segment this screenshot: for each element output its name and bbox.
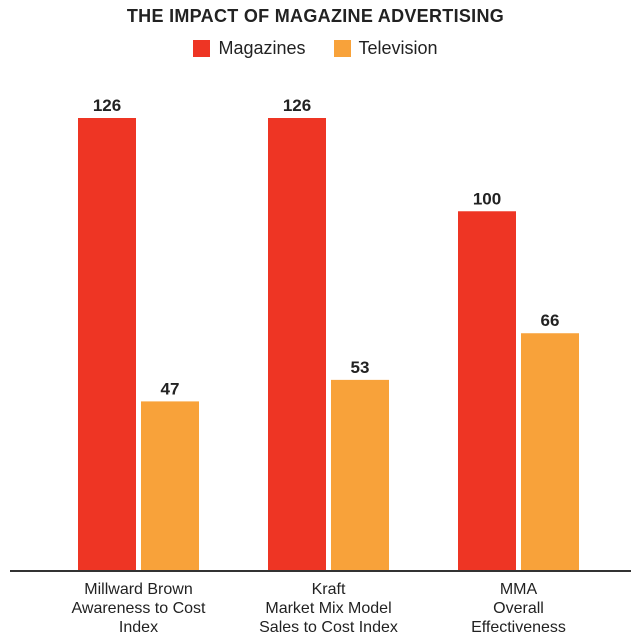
- data-label-television-millward-brown: 47: [161, 379, 180, 398]
- bar-magazines-mma: [458, 211, 516, 570]
- bar-television-mma: [521, 333, 579, 570]
- x-tick-label-millward-brown-line-1: Millward Brown: [84, 581, 192, 598]
- bar-television-millward-brown: [141, 401, 199, 570]
- data-label-television-kraft: 53: [351, 358, 370, 377]
- data-label-magazines-mma: 100: [473, 189, 501, 208]
- x-tick-label-mma-line-1: MMA: [500, 581, 538, 598]
- bar-magazines-millward-brown: [78, 118, 136, 570]
- x-tick-label-millward-brown-line-3: Index: [119, 619, 158, 636]
- legend-swatch-magazines: [193, 40, 211, 57]
- legend-swatch-television: [333, 40, 351, 57]
- legend: Magazines Television: [0, 38, 631, 59]
- x-tick-label-kraft-line-1: Kraft: [312, 581, 346, 598]
- legend-item-magazines: Magazines: [193, 38, 306, 59]
- x-tick-label-mma-line-3: Effectiveness: [471, 619, 566, 636]
- chart-title: THE IMPACT OF MAGAZINE ADVERTISING: [126, 6, 505, 26]
- legend-label-magazines: Magazines: [218, 38, 306, 58]
- bar-magazines-kraft: [268, 118, 326, 570]
- data-label-magazines-millward-brown: 126: [93, 96, 121, 115]
- x-tick-label-millward-brown-line-2: Awareness to Cost: [72, 600, 207, 617]
- legend-item-television: Television: [333, 38, 438, 59]
- x-tick-label-kraft-line-3: Sales to Cost Index: [259, 619, 398, 636]
- data-label-magazines-kraft: 126: [283, 96, 311, 115]
- data-label-television-mma: 66: [541, 311, 560, 330]
- bar-television-kraft: [331, 379, 389, 570]
- x-tick-label-kraft-line-2: Market Mix Model: [265, 600, 391, 617]
- legend-label-television: Television: [358, 38, 438, 58]
- x-tick-label-mma-line-2: Overall: [493, 600, 544, 617]
